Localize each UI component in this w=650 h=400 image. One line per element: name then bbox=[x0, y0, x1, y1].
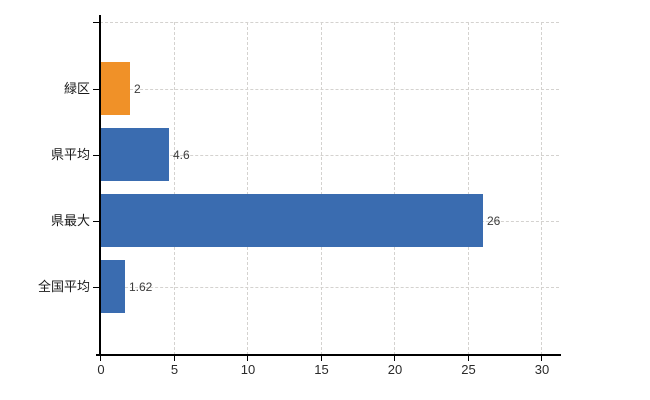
y-axis-tick bbox=[93, 88, 99, 90]
gridline-vertical bbox=[394, 22, 395, 355]
gridline-horizontal bbox=[100, 88, 559, 90]
x-axis-tick bbox=[394, 356, 395, 361]
category-label: 緑区 bbox=[63, 80, 90, 96]
bar bbox=[101, 62, 130, 115]
gridline-horizontal bbox=[100, 286, 559, 288]
x-tick-label: 0 bbox=[97, 362, 105, 377]
x-axis-tick bbox=[320, 356, 322, 361]
y-axis-line bbox=[99, 15, 101, 355]
x-tick-label: 15 bbox=[314, 362, 329, 377]
gridline-vertical bbox=[320, 22, 322, 355]
category-label: 県平均 bbox=[50, 146, 90, 162]
x-axis-line bbox=[96, 354, 561, 356]
gridline-horizontal bbox=[100, 154, 559, 156]
y-axis-tick bbox=[93, 220, 99, 222]
x-axis-tick bbox=[173, 356, 175, 361]
y-axis-tick bbox=[93, 22, 99, 23]
category-label: 県最大 bbox=[50, 212, 90, 228]
gridline-vertical bbox=[541, 22, 542, 355]
x-tick-label: 20 bbox=[387, 362, 403, 377]
x-tick-label: 5 bbox=[170, 362, 179, 377]
y-axis-tick bbox=[93, 154, 99, 156]
x-tick-label: 25 bbox=[461, 362, 476, 377]
bar-value-label: 4.6 bbox=[173, 147, 190, 162]
gridline-horizontal bbox=[100, 22, 559, 23]
gridline-vertical bbox=[173, 22, 175, 355]
bar-value-label: 2 bbox=[134, 81, 141, 96]
bar bbox=[101, 128, 169, 181]
x-axis-tick bbox=[100, 356, 101, 361]
gridline-vertical bbox=[247, 22, 248, 355]
gridline-vertical bbox=[467, 22, 469, 355]
x-axis-tick bbox=[541, 356, 542, 361]
bar-value-label: 1.62 bbox=[129, 279, 153, 294]
bar bbox=[101, 260, 125, 313]
bar-value-label: 26 bbox=[487, 213, 501, 228]
x-tick-label: 10 bbox=[240, 362, 256, 377]
bar bbox=[101, 194, 483, 247]
x-tick-label: 30 bbox=[534, 362, 550, 377]
category-label: 全国平均 bbox=[37, 278, 90, 294]
y-axis-tick bbox=[93, 286, 99, 288]
x-axis-tick bbox=[467, 356, 469, 361]
x-axis-tick bbox=[247, 356, 248, 361]
